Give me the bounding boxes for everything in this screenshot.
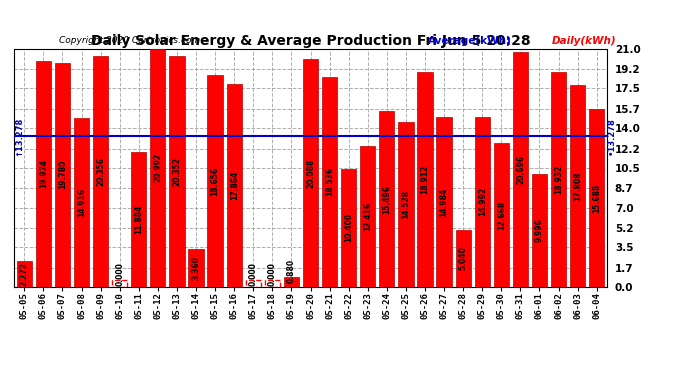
Text: Daily(kWh): Daily(kWh) <box>552 36 617 46</box>
Bar <box>131 152 146 287</box>
Text: 17.808: 17.808 <box>573 171 582 201</box>
Text: Average(kWh): Average(kWh) <box>428 36 511 46</box>
Bar <box>55 63 70 287</box>
Text: 11.884: 11.884 <box>135 205 144 234</box>
Bar <box>36 61 51 287</box>
Text: 20.992: 20.992 <box>153 153 162 182</box>
Bar <box>188 249 204 287</box>
Text: 0.000: 0.000 <box>249 262 258 286</box>
Text: 9.996: 9.996 <box>535 218 544 242</box>
Text: 20.356: 20.356 <box>96 157 105 186</box>
Text: 20.088: 20.088 <box>306 158 315 188</box>
Text: 12.416: 12.416 <box>363 202 372 231</box>
Text: 14.992: 14.992 <box>477 188 486 216</box>
Text: 0.000: 0.000 <box>268 262 277 286</box>
Bar <box>150 49 166 287</box>
Bar <box>208 75 223 287</box>
Bar <box>437 117 452 287</box>
Bar <box>74 118 89 287</box>
Text: 14.916: 14.916 <box>77 188 86 217</box>
Text: 18.656: 18.656 <box>210 166 219 196</box>
Bar <box>246 280 261 287</box>
Bar <box>284 277 299 287</box>
Text: ↑13.278: ↑13.278 <box>14 117 23 156</box>
Bar <box>360 146 375 287</box>
Bar <box>93 56 108 287</box>
Text: 0.000: 0.000 <box>115 262 124 286</box>
Bar <box>551 72 566 287</box>
Bar <box>475 117 490 287</box>
Bar <box>341 169 356 287</box>
Text: 3.360: 3.360 <box>192 256 201 280</box>
Bar <box>112 280 128 287</box>
Text: 20.696: 20.696 <box>516 155 525 184</box>
Bar <box>493 143 509 287</box>
Bar <box>532 174 547 287</box>
Text: 18.932: 18.932 <box>554 165 563 194</box>
Text: 14.528: 14.528 <box>402 190 411 219</box>
Text: 5.040: 5.040 <box>459 246 468 270</box>
Bar <box>380 111 395 287</box>
Bar <box>417 72 433 287</box>
Bar <box>169 56 184 287</box>
Text: 20.352: 20.352 <box>172 157 181 186</box>
Text: 17.864: 17.864 <box>230 171 239 200</box>
Bar <box>303 59 318 287</box>
Text: 2.272: 2.272 <box>20 262 29 286</box>
Bar <box>513 52 528 287</box>
Text: 19.924: 19.924 <box>39 159 48 189</box>
Bar <box>265 280 280 287</box>
Text: 14.984: 14.984 <box>440 187 449 216</box>
Text: 0.880: 0.880 <box>287 260 296 284</box>
Text: 10.400: 10.400 <box>344 213 353 243</box>
Bar <box>570 85 585 287</box>
Text: 18.912: 18.912 <box>420 165 429 194</box>
Bar <box>455 230 471 287</box>
Bar <box>398 122 413 287</box>
Text: 18.536: 18.536 <box>325 167 334 196</box>
Bar <box>226 84 242 287</box>
Text: Copyright 2020 Cartronics.com: Copyright 2020 Cartronics.com <box>59 36 200 45</box>
Bar <box>17 261 32 287</box>
Text: 12.668: 12.668 <box>497 200 506 230</box>
Title: Daily Solar Energy & Average Production Fri Jun 5 20:28: Daily Solar Energy & Average Production … <box>90 34 531 48</box>
Bar <box>589 109 604 287</box>
Bar <box>322 77 337 287</box>
Text: 15.688: 15.688 <box>592 183 601 213</box>
Text: •13.278: •13.278 <box>607 117 616 155</box>
Text: 19.780: 19.780 <box>58 160 67 189</box>
Text: 15.496: 15.496 <box>382 184 391 213</box>
